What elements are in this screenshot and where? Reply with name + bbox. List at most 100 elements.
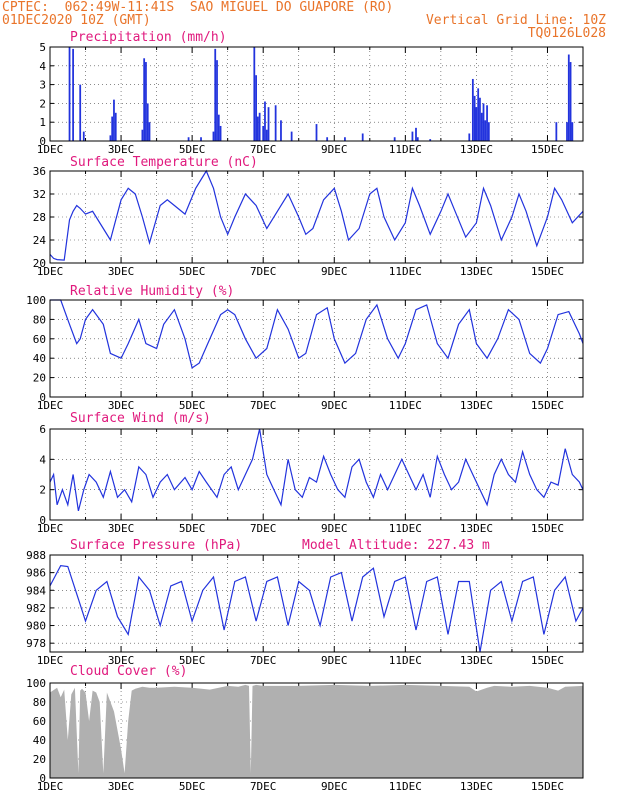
x-tick-label: 9DEC xyxy=(321,265,348,278)
x-tick-label: 3DEC xyxy=(108,399,135,412)
x-tick-label: 7DEC xyxy=(250,522,277,535)
panel-title: Precipitation (mm/h) xyxy=(70,30,227,45)
series-line xyxy=(49,169,584,261)
y-tick-label: 24 xyxy=(33,234,47,247)
x-tick-label: 7DEC xyxy=(250,143,277,156)
precip-bar xyxy=(571,122,574,141)
x-tick-label: 13DEC xyxy=(460,654,493,667)
precip-bar xyxy=(482,103,485,141)
series-line xyxy=(49,564,584,653)
x-tick-label: 11DEC xyxy=(389,780,422,793)
y-tick-label: 60 xyxy=(33,715,46,728)
panel-border xyxy=(49,299,584,398)
y-tick-label: 40 xyxy=(33,734,46,747)
y-tick-label: 20 xyxy=(33,257,46,270)
x-tick-label: 13DEC xyxy=(460,399,493,412)
precip-bar xyxy=(487,122,490,141)
panel-5 xyxy=(49,682,584,779)
x-tick-label: 15DEC xyxy=(531,143,564,156)
precip-bar xyxy=(145,62,147,141)
x-tick-label: 5DEC xyxy=(179,522,206,535)
x-tick-label: 5DEC xyxy=(179,143,206,156)
x-tick-label: 9DEC xyxy=(321,654,348,667)
precip-bar xyxy=(255,75,257,141)
x-tick-label: 5DEC xyxy=(179,654,206,667)
panel-frame xyxy=(49,554,584,653)
x-tick-label: 3DEC xyxy=(108,780,135,793)
precip-bar xyxy=(480,112,483,141)
y-tick-label: 1 xyxy=(39,116,46,129)
header-model: TQ0126L028 xyxy=(527,26,606,41)
precip-bar xyxy=(253,47,256,141)
precip-bar xyxy=(475,107,478,141)
precip-bar xyxy=(187,137,190,141)
x-tick-label: 7DEC xyxy=(250,654,277,667)
y-tick-label: 2 xyxy=(39,97,46,110)
precip-bar xyxy=(214,48,217,141)
precip-bar xyxy=(555,122,558,141)
panel-border xyxy=(49,682,584,779)
x-tick-label: 15DEC xyxy=(531,780,564,793)
x-tick-label: 1DEC xyxy=(37,265,64,278)
x-tick-label: 11DEC xyxy=(389,654,422,667)
precip-bar xyxy=(280,120,282,141)
x-tick-label: 1DEC xyxy=(37,780,64,793)
precip-bar xyxy=(200,137,202,141)
x-tick-label: 13DEC xyxy=(460,780,493,793)
panel-title: Relative Humidity (%) xyxy=(70,284,234,299)
x-tick-label: 1DEC xyxy=(37,399,64,412)
precip-bar xyxy=(468,133,471,141)
precip-bar xyxy=(486,105,488,141)
y-tick-label: 80 xyxy=(33,313,46,326)
precip-bar xyxy=(415,127,417,141)
y-tick-label: 0 xyxy=(39,135,46,148)
y-tick-label: 60 xyxy=(33,333,46,346)
y-tick-label: 4 xyxy=(39,453,46,466)
x-tick-label: 3DEC xyxy=(108,522,135,535)
x-tick-label: 1DEC xyxy=(37,522,64,535)
precip-bar xyxy=(258,112,261,141)
x-tick-label: 9DEC xyxy=(321,143,348,156)
precip-bar xyxy=(567,54,570,141)
y-tick-label: 0 xyxy=(39,514,46,527)
y-tick-label: 3 xyxy=(39,79,46,92)
x-tick-label: 1DEC xyxy=(37,143,64,156)
y-tick-label: 978 xyxy=(26,637,46,650)
y-tick-label: 5 xyxy=(39,41,46,54)
precip-bar xyxy=(416,137,419,141)
y-tick-label: 20 xyxy=(33,372,46,385)
panel-title: Surface Temperature (nC) xyxy=(70,155,258,170)
y-tick-label: 100 xyxy=(26,677,46,690)
y-tick-label: 28 xyxy=(33,211,46,224)
precip-bar xyxy=(113,99,115,141)
y-tick-label: 80 xyxy=(33,696,46,709)
x-tick-label: 15DEC xyxy=(531,399,564,412)
x-tick-label: 13DEC xyxy=(460,143,493,156)
precip-bar xyxy=(393,137,396,141)
x-tick-label: 5DEC xyxy=(179,780,206,793)
panel-3 xyxy=(49,428,584,521)
x-tick-label: 11DEC xyxy=(389,399,422,412)
x-tick-label: 11DEC xyxy=(389,522,422,535)
precip-bar xyxy=(264,101,266,141)
x-tick-label: 9DEC xyxy=(321,780,348,793)
x-tick-label: 7DEC xyxy=(250,780,277,793)
x-tick-label: 9DEC xyxy=(321,399,348,412)
panel-title: Surface Pressure (hPa) xyxy=(70,538,242,553)
precip-bar xyxy=(479,97,481,141)
precip-bar xyxy=(217,114,220,141)
y-tick-label: 40 xyxy=(33,352,46,365)
panel-subtitle: Model Altitude: 227.43 m xyxy=(302,538,490,553)
y-tick-label: 988 xyxy=(26,549,46,562)
precip-bar xyxy=(111,116,114,141)
x-tick-label: 3DEC xyxy=(108,654,135,667)
y-tick-label: 2 xyxy=(39,484,46,497)
x-tick-label: 7DEC xyxy=(250,399,277,412)
precip-bar xyxy=(212,131,215,141)
series-line xyxy=(49,428,584,512)
precip-bar xyxy=(274,105,277,141)
precip-bar xyxy=(429,139,432,141)
panel-0 xyxy=(49,46,584,142)
y-tick-label: 36 xyxy=(33,165,46,178)
y-tick-label: 4 xyxy=(39,60,46,73)
